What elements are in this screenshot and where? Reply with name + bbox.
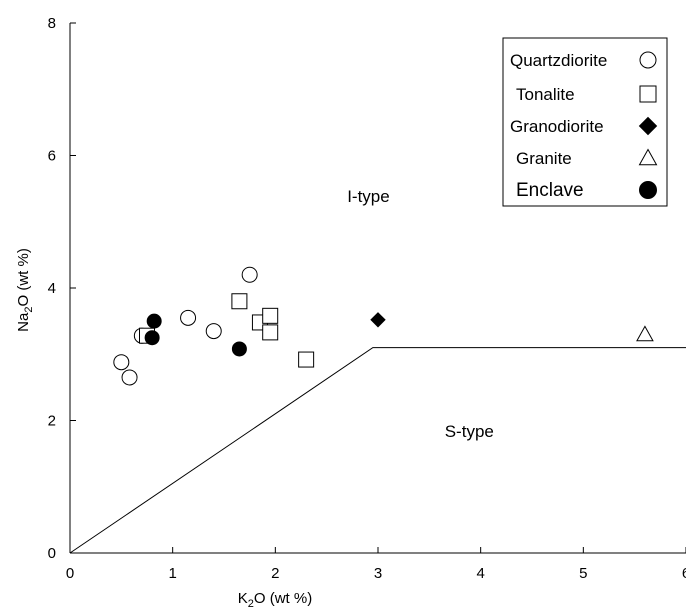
y-tick-label: 2 (48, 413, 56, 430)
legend-marker-granodiorite (638, 116, 658, 136)
y-axis-label: Na2O (wt %) (15, 248, 35, 332)
data-point-quartzdiorite (113, 354, 130, 371)
region-labels: I-type S-type (347, 187, 494, 441)
data-point-quartzdiorite (180, 309, 197, 326)
data-point-enclave (144, 330, 160, 346)
data-point-enclave (231, 341, 247, 357)
data-point-quartzdiorite (241, 266, 258, 283)
boundary-lines (69, 347, 686, 554)
y-tick-label: 4 (48, 280, 56, 297)
x-tick-label: 0 (66, 565, 74, 582)
legend-label-tonalite: Tonalite (516, 85, 575, 104)
region-label: I-type (347, 187, 390, 206)
data-point-tonalite (262, 324, 279, 341)
legend-marker-enclave (639, 181, 657, 199)
data-point-quartzdiorite (205, 323, 222, 340)
legend-marker-tonalite (639, 85, 657, 103)
data-points (113, 266, 654, 386)
legend-label-quartzdiorite: Quartzdiorite (510, 51, 607, 70)
x-tick-label: 4 (476, 565, 484, 582)
data-point-tonalite (262, 307, 279, 324)
data-point-tonalite (231, 293, 248, 310)
axes: 0 1 2 3 4 5 6 0 2 4 6 8 K2O (wt %) Na2O (wt %) (15, 15, 686, 608)
legend-box (502, 37, 668, 207)
i-s-type-boundary (69, 347, 686, 554)
x-tick-label: 3 (374, 565, 382, 582)
data-point-granodiorite (370, 312, 386, 328)
x-tick-label: 6 (682, 565, 686, 582)
x-tick-label: 1 (168, 565, 176, 582)
legend-marker-granite (638, 148, 658, 166)
region-label: S-type (445, 422, 494, 441)
data-point-granite (636, 325, 654, 342)
data-point-quartzdiorite (121, 369, 138, 386)
y-tick-label: 0 (48, 545, 56, 562)
x-tick-label: 2 (271, 565, 279, 582)
data-point-tonalite (298, 351, 315, 368)
legend-label-granite: Granite (516, 149, 572, 168)
legend-marker-quartzdiorite (639, 51, 657, 69)
legend-label-enclave: Enclave (516, 180, 584, 201)
data-point-enclave (146, 313, 162, 329)
x-tick-label: 5 (579, 565, 587, 582)
x-axis-label: K2O (wt %) (238, 590, 312, 608)
y-tick-label: 6 (48, 148, 56, 165)
legend-label-granodiorite: Granodiorite (510, 117, 604, 136)
y-tick-label: 8 (48, 15, 56, 32)
legend: Quartzdiorite Tonalite Granodiorite Granite… (502, 37, 668, 207)
